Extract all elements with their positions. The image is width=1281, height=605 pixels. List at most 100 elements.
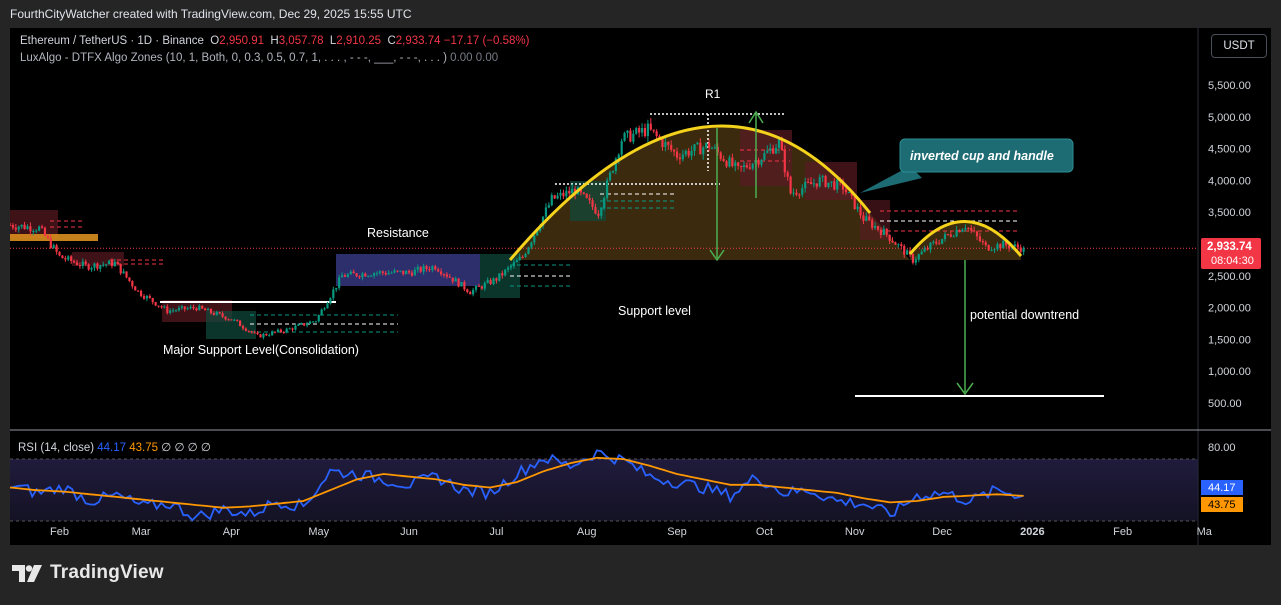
candle-body bbox=[553, 195, 556, 199]
candle-body bbox=[792, 192, 795, 194]
indicator-legend[interactable]: LuxAlgo - DTFX Algo Zones (10, 1, Both, … bbox=[20, 52, 498, 64]
indicator-name: LuxAlgo - DTFX Algo Zones (10, 1, Both, … bbox=[20, 52, 447, 64]
candle-body bbox=[509, 266, 513, 268]
cup-arc bbox=[508, 124, 872, 261]
candle-body bbox=[763, 152, 766, 160]
candle-body bbox=[687, 150, 690, 156]
candle-body bbox=[70, 256, 73, 261]
candle-body bbox=[608, 172, 612, 181]
candle-body bbox=[297, 324, 300, 326]
candle-body bbox=[160, 306, 163, 308]
candle-body bbox=[571, 188, 574, 194]
candle-body bbox=[67, 256, 70, 260]
candle-body bbox=[938, 243, 941, 245]
candle-body bbox=[600, 208, 603, 216]
candle-body bbox=[361, 273, 364, 278]
callout-box bbox=[899, 138, 1074, 173]
candle-body bbox=[20, 224, 23, 227]
candle-body bbox=[801, 188, 804, 195]
candle-body bbox=[384, 272, 387, 275]
chart-canvas[interactable]: R1 Resistance Support level Major Suppor… bbox=[10, 28, 1271, 545]
candle-body bbox=[474, 285, 478, 290]
candle-body bbox=[407, 270, 411, 273]
candle-body bbox=[978, 236, 982, 242]
candle-body bbox=[323, 308, 326, 310]
tradingview-logo[interactable]: TradingView bbox=[12, 562, 164, 584]
candle-body bbox=[131, 281, 134, 287]
candle-body bbox=[1013, 244, 1016, 247]
candle-body bbox=[824, 175, 827, 187]
chart-frame[interactable]: R1 Resistance Support level Major Suppor… bbox=[10, 28, 1271, 545]
price-tick-label: 2,000.00 bbox=[1208, 303, 1251, 315]
candle-body bbox=[483, 282, 486, 289]
candle-body bbox=[812, 183, 816, 185]
candle-body bbox=[137, 290, 140, 292]
candle-body bbox=[393, 270, 396, 273]
candle-body bbox=[480, 286, 483, 289]
candle-body bbox=[192, 306, 195, 309]
candle-body bbox=[419, 267, 422, 272]
time-tick-label: Jul bbox=[489, 526, 503, 538]
candle-body bbox=[145, 295, 148, 299]
candle-body bbox=[431, 266, 434, 271]
candle-body bbox=[355, 273, 358, 277]
candle-body bbox=[903, 245, 906, 255]
symbol-name: Ethereum / TetherUS · 1D · Binance bbox=[20, 35, 204, 47]
candle-body bbox=[154, 302, 157, 306]
candle-body bbox=[305, 323, 309, 326]
currency-button[interactable]: USDT bbox=[1211, 34, 1267, 58]
candle-body bbox=[894, 242, 897, 245]
candle-body bbox=[11, 225, 15, 228]
candle-body bbox=[498, 273, 501, 281]
candle-body bbox=[664, 142, 667, 147]
candle-body bbox=[926, 248, 929, 250]
symbol-legend[interactable]: Ethereum / TetherUS · 1D · Binance O2,95… bbox=[20, 35, 529, 47]
rsi-line bbox=[10, 449, 1024, 522]
candle-body bbox=[1019, 247, 1022, 252]
candle-body bbox=[204, 308, 207, 311]
candle-body bbox=[757, 160, 760, 165]
candle-body bbox=[774, 147, 778, 154]
price-tick-label: 500.00 bbox=[1208, 398, 1242, 410]
candle-body bbox=[262, 333, 265, 338]
candle-body bbox=[795, 192, 798, 195]
candle-body bbox=[544, 207, 548, 217]
candle-body bbox=[276, 329, 280, 333]
candle-body bbox=[163, 306, 166, 308]
rsi-legend[interactable]: RSI (14, close) 44.17 43.75 ∅ ∅ ∅ ∅ bbox=[18, 440, 211, 454]
candle-body bbox=[116, 261, 119, 265]
candle-body bbox=[865, 216, 868, 221]
candle-body bbox=[879, 229, 883, 235]
price-tick-label: 5,000.00 bbox=[1208, 112, 1251, 124]
candle-body bbox=[530, 242, 533, 248]
candle-body bbox=[897, 244, 900, 246]
rsi-band bbox=[10, 459, 1198, 521]
candle-body bbox=[489, 280, 492, 285]
candle-body bbox=[806, 181, 810, 183]
candle-body bbox=[32, 231, 35, 233]
candle-body bbox=[606, 180, 609, 199]
inverted-cup-zone bbox=[510, 125, 910, 260]
candle-body bbox=[690, 151, 693, 156]
price-tick-label: 2,500.00 bbox=[1208, 271, 1251, 283]
candle-body bbox=[221, 313, 224, 317]
candle-body bbox=[827, 182, 830, 187]
candle-body bbox=[993, 249, 996, 251]
candle-body bbox=[868, 216, 871, 221]
candle-body bbox=[425, 266, 428, 270]
support-zone-green bbox=[206, 311, 256, 339]
candle-body bbox=[122, 271, 125, 274]
candle-body bbox=[815, 183, 818, 187]
time-axis[interactable]: Feb Mar Apr May Jun Jul Aug Sep Oct Nov Dec 2026 Feb… bbox=[50, 526, 1213, 538]
candle-body bbox=[119, 264, 122, 274]
candle-body bbox=[772, 148, 775, 154]
ohlc-low: L2,910.25 bbox=[329, 35, 382, 47]
candle-body bbox=[416, 267, 419, 270]
candle-body bbox=[533, 235, 536, 243]
candle-body bbox=[521, 256, 524, 258]
candle-body bbox=[177, 307, 181, 311]
top-left-orange bbox=[10, 234, 98, 241]
rsi-ma-badge-value: 43.75 bbox=[1208, 499, 1236, 511]
candle-body bbox=[288, 328, 291, 330]
candle-body bbox=[652, 129, 655, 132]
